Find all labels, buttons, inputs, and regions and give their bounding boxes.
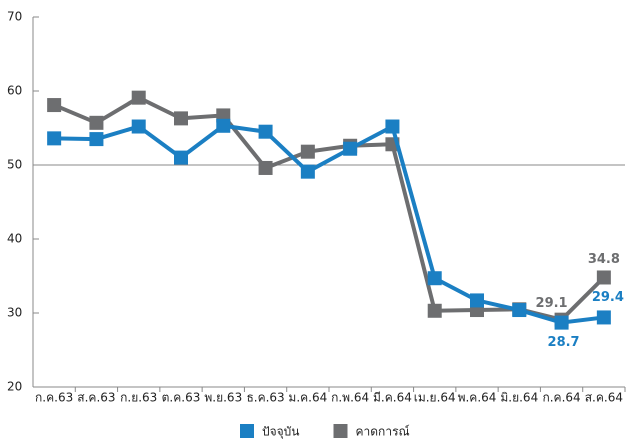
legend-swatch [240,424,254,438]
marker [343,141,358,156]
marker [47,98,62,113]
marker [47,131,62,146]
marker [300,144,315,159]
x-tick-label: ต.ค.63 [162,391,201,405]
x-tick-label: ส.ค.64 [585,391,623,405]
marker [131,119,146,134]
marker [89,115,104,130]
legend-label: ปัจจุบัน [262,425,300,440]
value-label: 29.1 [536,296,568,311]
value-label: 34.8 [588,252,620,267]
x-tick-label: พ.ค.64 [458,391,497,405]
marker [427,303,442,318]
marker [596,310,611,325]
y-tick-label: 30 [7,306,22,320]
value-label: 29.4 [592,290,624,305]
marker [427,271,442,286]
x-tick-label: ก.ค.64 [542,391,580,405]
y-tick-label: 70 [7,10,22,24]
x-tick-label: ธ.ค.63 [246,391,284,405]
x-tick-label: ม.ค.64 [288,391,327,405]
y-tick-label: 50 [7,158,22,172]
y-tick-label: 60 [7,84,22,98]
legend-label: คาดการณ์ [356,425,410,439]
legend-swatch [333,424,348,438]
x-tick-label: ก.ย.63 [120,391,157,405]
x-tick-label: ก.ค.63 [35,391,73,405]
series-line [54,123,605,325]
marker [470,293,484,308]
x-tick-label: ก.พ.64 [331,391,369,405]
marker [258,160,273,175]
x-tick-label: มิ.ย.64 [500,391,538,405]
marker [174,150,188,165]
marker [89,132,104,147]
x-tick-label: เม.ย.64 [414,391,456,405]
marker [596,270,611,285]
value-label: 28.7 [548,335,580,350]
x-tick-label: ส.ค.63 [77,391,115,405]
marker [174,111,188,126]
marker [131,90,146,105]
marker [216,118,231,133]
marker [258,124,273,139]
marker [512,303,527,318]
marker [385,119,400,134]
x-tick-label: พ.ย.63 [204,391,242,405]
y-tick-label: 40 [7,232,22,246]
marker [554,315,569,330]
marker [300,164,315,179]
x-tick-label: มี.ค.64 [373,391,412,405]
y-tick-label: 20 [7,380,22,394]
